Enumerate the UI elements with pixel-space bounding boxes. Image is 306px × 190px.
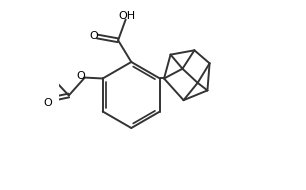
Text: OH: OH (118, 11, 135, 21)
Text: O: O (76, 71, 85, 82)
Text: O: O (90, 31, 98, 41)
Text: O: O (44, 98, 52, 108)
